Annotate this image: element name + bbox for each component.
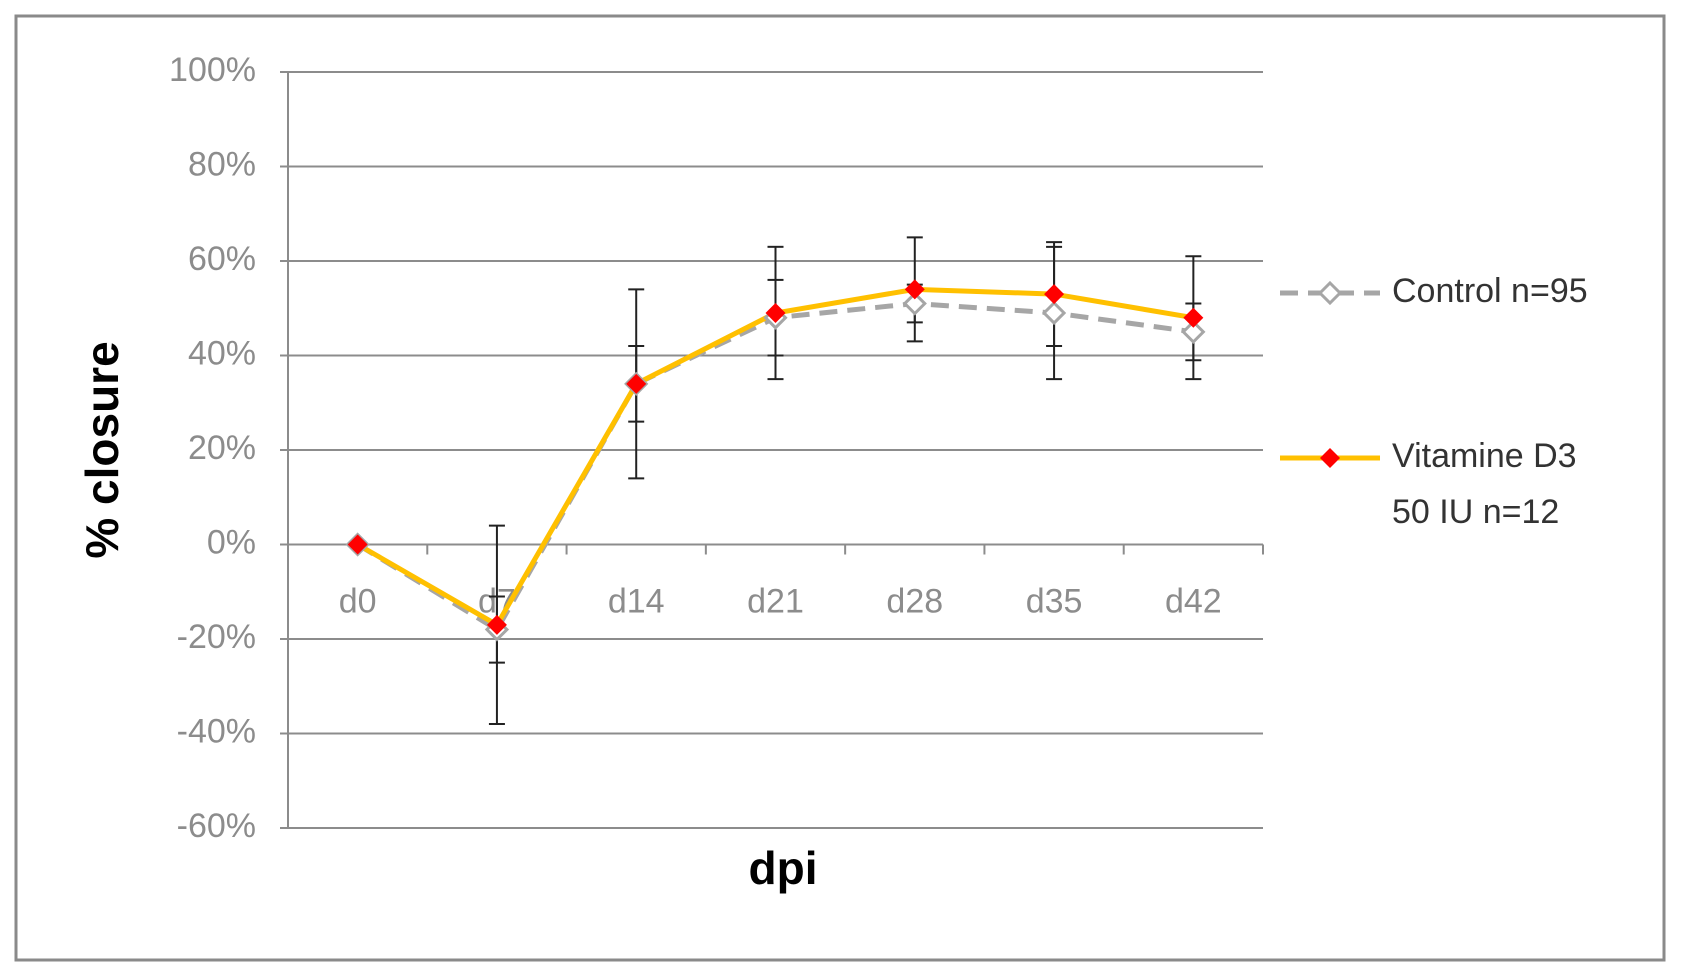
marker [765,302,786,323]
marker [347,534,368,555]
legend-label: Vitamine D3 50 IU n=12 [1392,437,1577,531]
y-tick-label: 60% [188,240,256,278]
marker [1320,448,1340,468]
x-tick-label: d0 [339,582,377,620]
y-tick-label: 20% [188,429,256,467]
marker [1183,307,1204,328]
marker [904,279,925,300]
legend-label-line: Vitamine D3 [1392,437,1577,475]
y-tick-label: 100% [169,51,256,89]
x-axis-label: dpi [749,842,818,894]
y-tick-label: -20% [177,618,256,656]
y-tick-label: -60% [177,807,256,845]
x-tick-label: d28 [886,582,943,620]
x-tick-label: d35 [1026,582,1083,620]
marker [902,291,927,316]
marker [486,614,507,635]
marker [1181,319,1206,344]
legend-label: Control n=95 [1392,272,1588,310]
chart-frame [14,14,1666,962]
x-tick-label: d21 [747,582,804,620]
x-tick-label: d14 [608,582,665,620]
y-tick-label: 40% [188,334,256,372]
marker [626,373,647,394]
y-axis-label: % closure [76,341,128,558]
legend-label-line: 50 IU n=12 [1392,493,1559,531]
marker [1317,280,1343,306]
marker [1041,300,1067,326]
x-tick-label: d42 [1165,582,1222,620]
y-tick-label: 0% [207,523,256,561]
y-tick-label: 80% [188,145,256,183]
marker [1044,284,1065,305]
y-tick-label: -40% [177,712,256,750]
